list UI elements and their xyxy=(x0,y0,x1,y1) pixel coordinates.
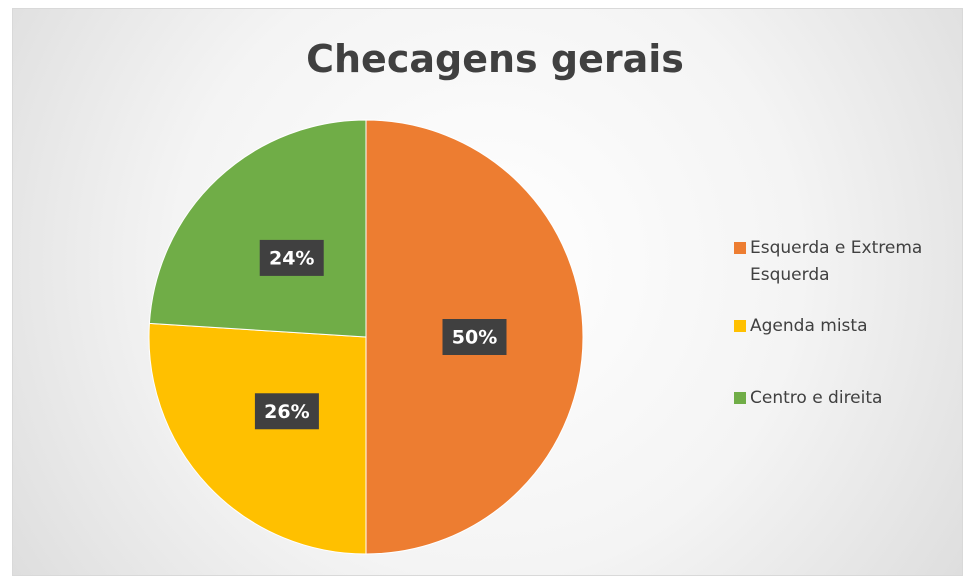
legend-item: Centro e direita xyxy=(732,385,957,412)
data-label-box xyxy=(254,393,319,430)
pie-slice xyxy=(148,322,367,555)
legend-swatch xyxy=(734,242,746,254)
legend-label: Agenda mista xyxy=(750,316,868,336)
legend-label: Esquerda e Extrema Esquerda xyxy=(750,238,923,285)
legend-swatch xyxy=(734,392,746,404)
data-label: 50% xyxy=(452,327,497,349)
legend-item: Agenda mista xyxy=(732,313,957,340)
chart-title: Checagens gerais xyxy=(306,37,684,81)
data-label-box xyxy=(259,239,324,276)
legend-label: Centro e direita xyxy=(750,388,883,408)
legend-swatch xyxy=(734,320,746,332)
data-label: 26% xyxy=(264,401,309,423)
legend-item: Esquerda e Extrema Esquerda xyxy=(732,235,957,289)
pie-slice xyxy=(148,119,367,338)
data-label-box xyxy=(442,319,507,355)
legend: Esquerda e Extrema Esquerda Agenda mista C… xyxy=(732,235,957,412)
data-label: 24% xyxy=(269,247,314,269)
